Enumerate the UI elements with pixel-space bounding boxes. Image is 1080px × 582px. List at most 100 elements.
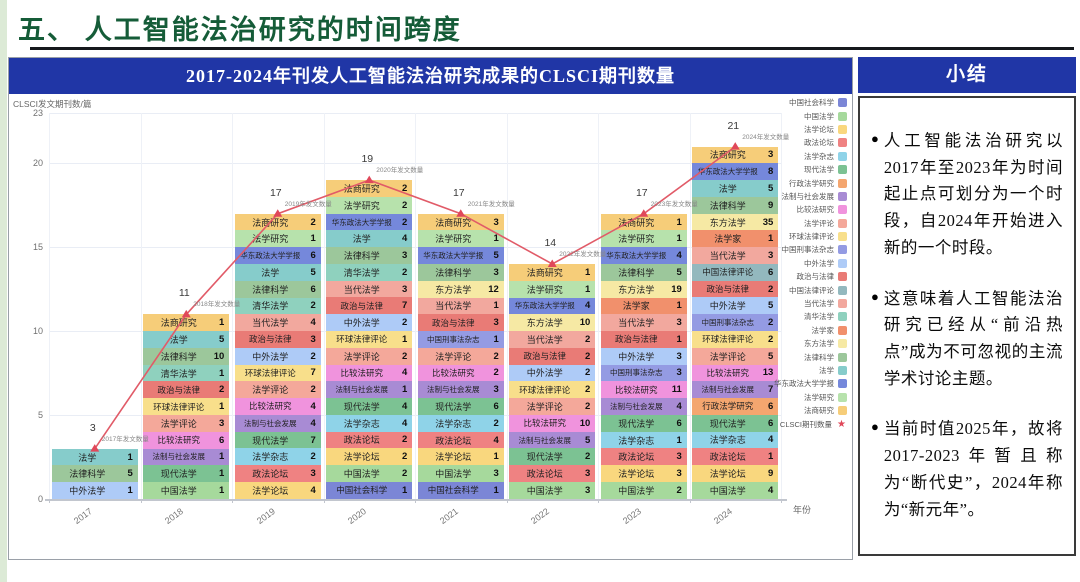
journal-value: 2: [585, 333, 591, 345]
journal-label: 法学杂志: [618, 435, 655, 446]
journal-label: 法制与社会发展: [244, 418, 297, 428]
journal-label: 中外法学: [526, 368, 563, 379]
journal-value: 5: [585, 434, 591, 446]
journal-label: 现代法学: [160, 469, 197, 480]
bullet-icon: ●: [871, 288, 879, 304]
journal-value: 2: [768, 317, 774, 329]
journal-value: 3: [585, 468, 591, 480]
bar-segment: 法学评论 2: [509, 398, 596, 415]
journal-value: 10: [579, 417, 591, 429]
journal-label: 法学评论: [709, 351, 746, 362]
summary-bullet-text: 当前时值2025年，故将2017-2023年暂且称为“断代史”，2024年称为“…: [883, 419, 1063, 519]
bar-segment: 法律科学 3: [326, 247, 413, 264]
legend-item: 法学: [751, 364, 847, 377]
bar-segment: 法制与社会发展 4: [234, 414, 321, 432]
stacked-bar-2018: 法商研究 1 法学 5 法律科学 10 清华法学 1 政治与法律 2 环球法律评论 1 法学评论 3 比较法…: [143, 314, 230, 499]
journal-label: 华东政法大学学报: [514, 301, 575, 311]
bar-segment: 法制与社会发展 3: [417, 381, 504, 399]
journal-label: 法商研究: [435, 217, 472, 228]
journal-label: 中外法学: [618, 351, 655, 362]
bar-segment: 中国法学 1: [143, 482, 230, 499]
legend-item-label: 中国法律评论: [789, 285, 834, 295]
legend-swatch: [838, 299, 847, 309]
legend-swatch: [838, 138, 847, 148]
journal-label: 法学: [718, 184, 737, 194]
bar-segment: 清华法学 2: [326, 263, 413, 281]
journal-label: 中国法学: [160, 485, 197, 496]
total-count-label: 14: [544, 237, 557, 249]
year-annotation: 2019年发文数量: [284, 200, 332, 208]
legend-item: 政治与法律: [751, 270, 847, 283]
legend-swatch: [838, 392, 847, 402]
bar-segment: 法学杂志 4: [692, 431, 779, 449]
year-annotation: 2021年发文数量: [467, 200, 515, 208]
journal-value: 1: [219, 484, 225, 496]
journal-label: 法学研究: [526, 284, 563, 295]
journal-value: 2: [768, 333, 774, 345]
legend-swatch: [838, 272, 847, 282]
journal-label: 中国法学: [435, 469, 472, 480]
bar-segment: 法律科学 10: [143, 347, 230, 365]
legend-item-label: 清华法学: [804, 312, 834, 322]
bar-segment: 法学论坛 3: [600, 465, 687, 482]
journal-label: 法学评论: [252, 385, 289, 396]
journal-label: 法制与社会发展: [610, 401, 663, 411]
journal-label: 比较法研究: [249, 401, 292, 412]
bar-segment: 法制与社会发展 5: [509, 431, 596, 449]
journal-label: 中国刑事法杂志: [610, 368, 663, 378]
journal-label: 当代法学: [618, 318, 655, 329]
y-tick-label: 5: [37, 410, 43, 421]
legend-item: 法学论坛: [751, 123, 847, 136]
journal-value: 2: [585, 451, 591, 463]
bar-segment: 中国刑事法杂志 1: [417, 331, 504, 348]
legend-item-label: 华东政法大学学报: [774, 379, 834, 389]
legend-item: 政法论坛: [751, 136, 847, 149]
journal-value: 2: [402, 182, 408, 194]
journal-label: 法学评论: [160, 418, 197, 429]
journal-value: 2: [585, 384, 591, 396]
journal-value: 6: [768, 400, 774, 412]
journal-label: 比较法研究: [432, 367, 475, 378]
total-count-label: 11: [178, 287, 190, 300]
journal-label: 法学论坛: [252, 485, 289, 496]
journal-value: 4: [768, 434, 774, 446]
journal-value: 2: [310, 350, 316, 362]
stacked-bar-2023: 法商研究 1 法学研究 1 华东政法大学学报 4 法律科学 5 东方法学 19 法学家 1 当代法学 3 政…: [600, 213, 687, 499]
journal-label: 法律科学: [343, 251, 380, 262]
journal-label: 比较法研究: [706, 367, 750, 378]
journal-value: 1: [676, 216, 682, 228]
journal-label: 法制与社会发展: [152, 452, 206, 462]
journal-value: 2: [219, 384, 225, 396]
journal-label: 法学杂志: [709, 435, 746, 446]
journal-value: 7: [310, 367, 316, 379]
journal-value: 9: [768, 199, 774, 211]
legend-item-label: 中外法学: [804, 258, 834, 268]
legend-swatch: [838, 352, 847, 362]
bar-segment: 法学 4: [326, 230, 413, 248]
bar-segment: 东方法学 12: [417, 280, 504, 298]
journal-label: 中国法学: [526, 485, 563, 496]
journal-label: 法商研究: [252, 217, 289, 228]
journal-value: 1: [310, 233, 316, 245]
bar-segment: 比较法研究 4: [326, 364, 413, 382]
bar-segment: 政治与法律 7: [326, 297, 413, 315]
bar-segment: 现代法学 6: [417, 398, 504, 415]
bar-segment: 法学研究 1: [417, 230, 504, 248]
journal-value: 4: [676, 250, 682, 262]
legend-item: 法学研究: [751, 391, 847, 404]
journal-value: 6: [768, 266, 774, 278]
x-axis-tick: [506, 499, 508, 503]
journal-label: 法学研究: [343, 200, 380, 211]
bar-segment: 中国刑事法杂志 3: [600, 364, 687, 382]
journal-label: 比较法研究: [615, 384, 658, 395]
journal-value: 6: [676, 417, 682, 429]
journal-label: 法律科学: [618, 267, 655, 278]
bar-segment: 中外法学 2: [509, 364, 596, 382]
journal-value: 1: [676, 233, 682, 245]
journal-value: 2: [402, 350, 408, 362]
journal-label: 中国法学: [343, 468, 380, 479]
journal-value: 2: [402, 317, 408, 329]
chart-legend: 中国社会科学 中国法学 法学论坛 政法论坛 法学杂志 现代法学 行政法学研究 法制与社会发展比…: [751, 96, 847, 431]
journal-value: 1: [493, 451, 499, 463]
v-gridline: [781, 113, 782, 499]
